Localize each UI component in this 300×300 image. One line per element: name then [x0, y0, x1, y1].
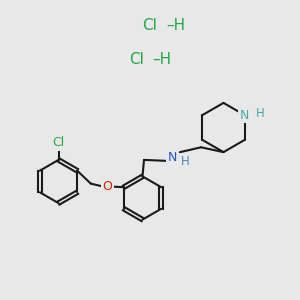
Text: H: H	[255, 107, 264, 120]
Text: N: N	[240, 109, 250, 122]
Text: Cl: Cl	[52, 136, 64, 149]
Text: Cl: Cl	[129, 52, 144, 68]
Text: O: O	[102, 180, 112, 193]
Text: N: N	[168, 151, 177, 164]
Text: –H: –H	[152, 52, 172, 68]
Text: H: H	[181, 154, 190, 168]
Text: Cl: Cl	[142, 18, 158, 33]
Text: –H: –H	[166, 18, 185, 33]
